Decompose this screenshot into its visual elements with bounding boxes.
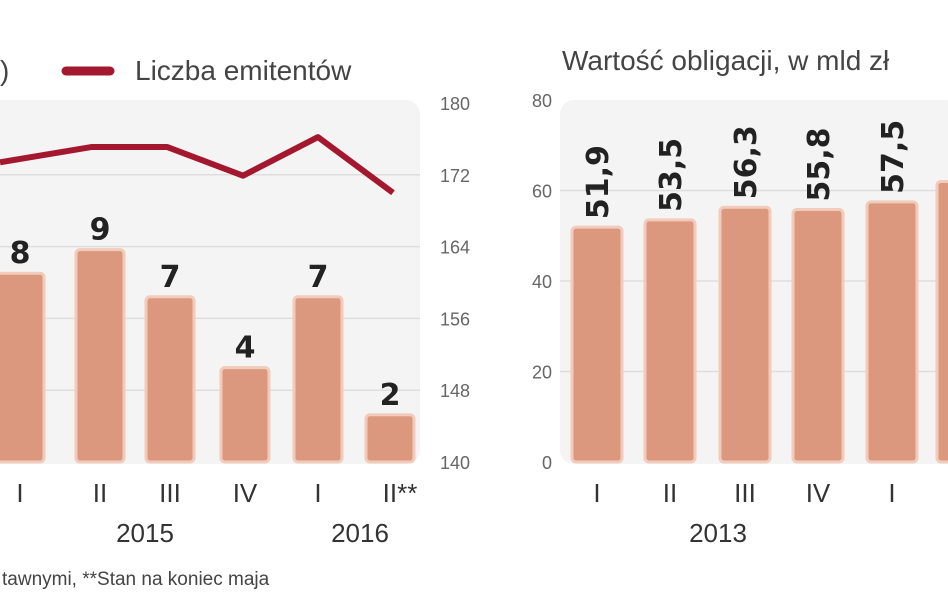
year-label: 2013 (689, 518, 747, 548)
right-axis-tick-label: 156 (440, 309, 470, 329)
right-category-label: IV (806, 478, 831, 508)
right-axis-tick-label: 140 (440, 453, 470, 473)
left-bar-value-label: 7 (160, 260, 181, 295)
right-category-label: I (888, 478, 895, 508)
year-label: 2015 (116, 518, 174, 548)
left-bar (0, 271, 46, 464)
right-bar-value-label: 57,5 (876, 120, 911, 194)
left-bar-value-label: 9 (90, 213, 111, 248)
right-bar-value-label: 56,3 (729, 125, 764, 199)
left-bar (364, 413, 416, 464)
right-bar-value-label: 55,8 (802, 127, 837, 201)
right-category-label: III (734, 478, 756, 508)
right-bar-value-label: 53,5 (654, 138, 689, 212)
right-category-label: I (593, 478, 600, 508)
right-bar (643, 218, 697, 464)
right-category-label: II (663, 478, 677, 508)
left-category-label: I (16, 478, 23, 508)
right-bar-value-label: 51,9 (581, 145, 616, 219)
y-axis-tick-label: 60 (532, 182, 552, 202)
y-axis-tick-label: 80 (532, 91, 552, 111)
left-category-label: II (93, 478, 107, 508)
y-axis-tick-label: 0 (542, 453, 552, 473)
left-category-label: III (159, 478, 181, 508)
right-chart-title: Wartość obligacji, w mld zł (562, 45, 890, 76)
right-axis-tick-label: 172 (440, 166, 470, 186)
year-label: 2016 (331, 518, 389, 548)
left-bar-value-label: 8 (10, 236, 31, 271)
legend-label: Liczba emitentów (135, 55, 352, 86)
footnote: tawnymi, **Stan na koniec maja (2, 569, 270, 590)
left-bar (219, 366, 271, 464)
left-bar-value-label: 4 (235, 331, 256, 366)
left-bar (74, 248, 126, 464)
left-category-label: I (314, 478, 321, 508)
right-axis-tick-label: 164 (440, 238, 470, 258)
emitters-line (0, 134, 395, 196)
left-category-label: II** (383, 478, 418, 508)
right-axis-tick-label: 180 (440, 94, 470, 114)
right-bar (865, 200, 919, 464)
left-category-label: IV (233, 478, 258, 508)
left-bar (144, 295, 196, 464)
y-axis-tick-label: 20 (532, 363, 552, 383)
y-axis-tick-label: 40 (532, 272, 552, 292)
left-bar-value-label: 2 (380, 378, 401, 413)
right-bar (935, 179, 948, 464)
left-bar (292, 295, 344, 464)
left-title-fragment: ) (0, 55, 9, 86)
right-axis-tick-label: 148 (440, 381, 470, 401)
right-bar (791, 208, 845, 464)
right-bar (718, 205, 772, 464)
right-bar (570, 225, 624, 464)
left-bar-value-label: 7 (308, 260, 329, 295)
